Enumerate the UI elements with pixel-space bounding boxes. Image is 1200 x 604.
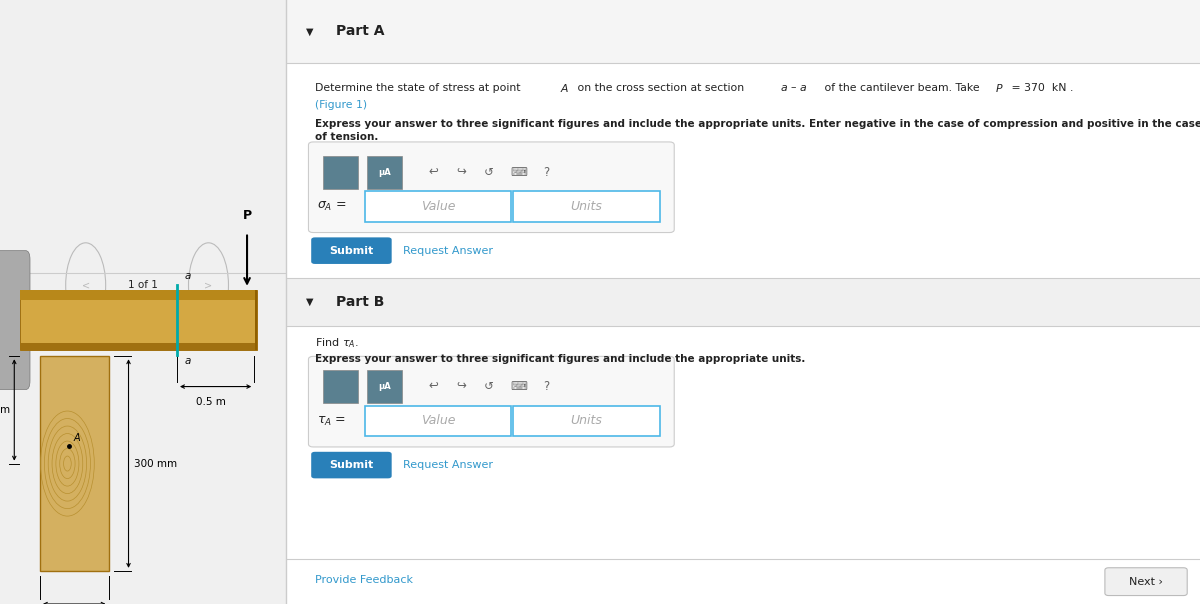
Text: Units: Units	[570, 200, 602, 213]
Text: ?: ?	[544, 165, 550, 179]
Bar	[367, 155, 402, 188]
Text: = 370  kN .: = 370 kN .	[1008, 83, 1073, 92]
Bar	[40, 356, 108, 571]
Text: 100 mm: 100 mm	[0, 405, 10, 415]
Bar	[365, 406, 511, 436]
Bar	[254, 290, 257, 350]
Text: Express your answer to three significant figures and include the appropriate uni: Express your answer to three significant…	[314, 119, 1200, 129]
Text: $\sigma_A$ =: $\sigma_A$ =	[317, 200, 346, 213]
FancyBboxPatch shape	[308, 356, 674, 447]
Text: Value: Value	[421, 200, 456, 213]
Text: ↪: ↪	[456, 380, 466, 393]
Text: ?: ?	[544, 380, 550, 393]
Text: A: A	[74, 434, 80, 443]
Text: a: a	[185, 271, 191, 281]
Text: 0.5 m: 0.5 m	[197, 397, 227, 408]
Bar	[20, 343, 257, 350]
Text: >: >	[204, 280, 212, 290]
Text: $A$: $A$	[560, 82, 569, 94]
Text: 300 mm: 300 mm	[134, 458, 178, 469]
Bar	[365, 191, 511, 222]
Text: ⌨: ⌨	[510, 165, 527, 179]
Text: ↩: ↩	[428, 380, 439, 393]
Bar	[514, 406, 660, 436]
Text: $\tau_A$ =: $\tau_A$ =	[317, 414, 346, 428]
Text: Submit: Submit	[329, 246, 373, 255]
Text: P: P	[242, 208, 252, 222]
Text: (Figure 1): (Figure 1)	[314, 100, 367, 110]
Bar	[514, 191, 660, 222]
Text: ↪: ↪	[456, 165, 466, 179]
FancyBboxPatch shape	[308, 142, 674, 233]
FancyBboxPatch shape	[1105, 568, 1187, 596]
Text: ↺: ↺	[484, 380, 493, 393]
Text: a: a	[185, 356, 191, 367]
Text: Part A: Part A	[336, 24, 384, 39]
Text: ▼: ▼	[306, 27, 313, 36]
Text: Request Answer: Request Answer	[403, 246, 493, 255]
Text: Submit: Submit	[329, 460, 373, 470]
FancyBboxPatch shape	[0, 251, 30, 390]
Text: ↩: ↩	[428, 165, 439, 179]
Text: 1 of 1: 1 of 1	[128, 280, 157, 290]
Text: Value: Value	[421, 414, 456, 428]
Text: $P$: $P$	[995, 82, 1003, 94]
Text: Express your answer to three significant figures and include the appropriate uni: Express your answer to three significant…	[314, 355, 805, 364]
Text: Units: Units	[570, 414, 602, 428]
Bar	[20, 290, 257, 300]
Bar	[20, 290, 257, 350]
Text: on the cross section at section: on the cross section at section	[574, 83, 748, 92]
FancyBboxPatch shape	[311, 237, 391, 264]
Text: of the cantilever beam. Take: of the cantilever beam. Take	[822, 83, 984, 92]
Text: μA: μA	[378, 168, 391, 176]
Text: Find $\tau_A$.: Find $\tau_A$.	[314, 336, 359, 350]
Text: Next ›: Next ›	[1129, 577, 1163, 586]
FancyBboxPatch shape	[311, 452, 391, 478]
Text: <: <	[82, 280, 90, 290]
Text: ⌨: ⌨	[510, 380, 527, 393]
Text: Provide Feedback: Provide Feedback	[314, 575, 413, 585]
Text: $a$ – $a$: $a$ – $a$	[780, 83, 808, 92]
Text: of tension.: of tension.	[314, 132, 378, 142]
Text: Part B: Part B	[336, 295, 384, 309]
Text: μA: μA	[378, 382, 391, 391]
Bar	[323, 155, 358, 188]
Bar	[323, 370, 358, 403]
Bar	[367, 370, 402, 403]
Bar	[286, 0, 1200, 63]
Text: ▼: ▼	[306, 297, 313, 307]
Text: Request Answer: Request Answer	[403, 460, 493, 470]
Bar	[286, 278, 1200, 326]
Text: Determine the state of stress at point: Determine the state of stress at point	[314, 83, 524, 92]
Text: ↺: ↺	[484, 165, 493, 179]
